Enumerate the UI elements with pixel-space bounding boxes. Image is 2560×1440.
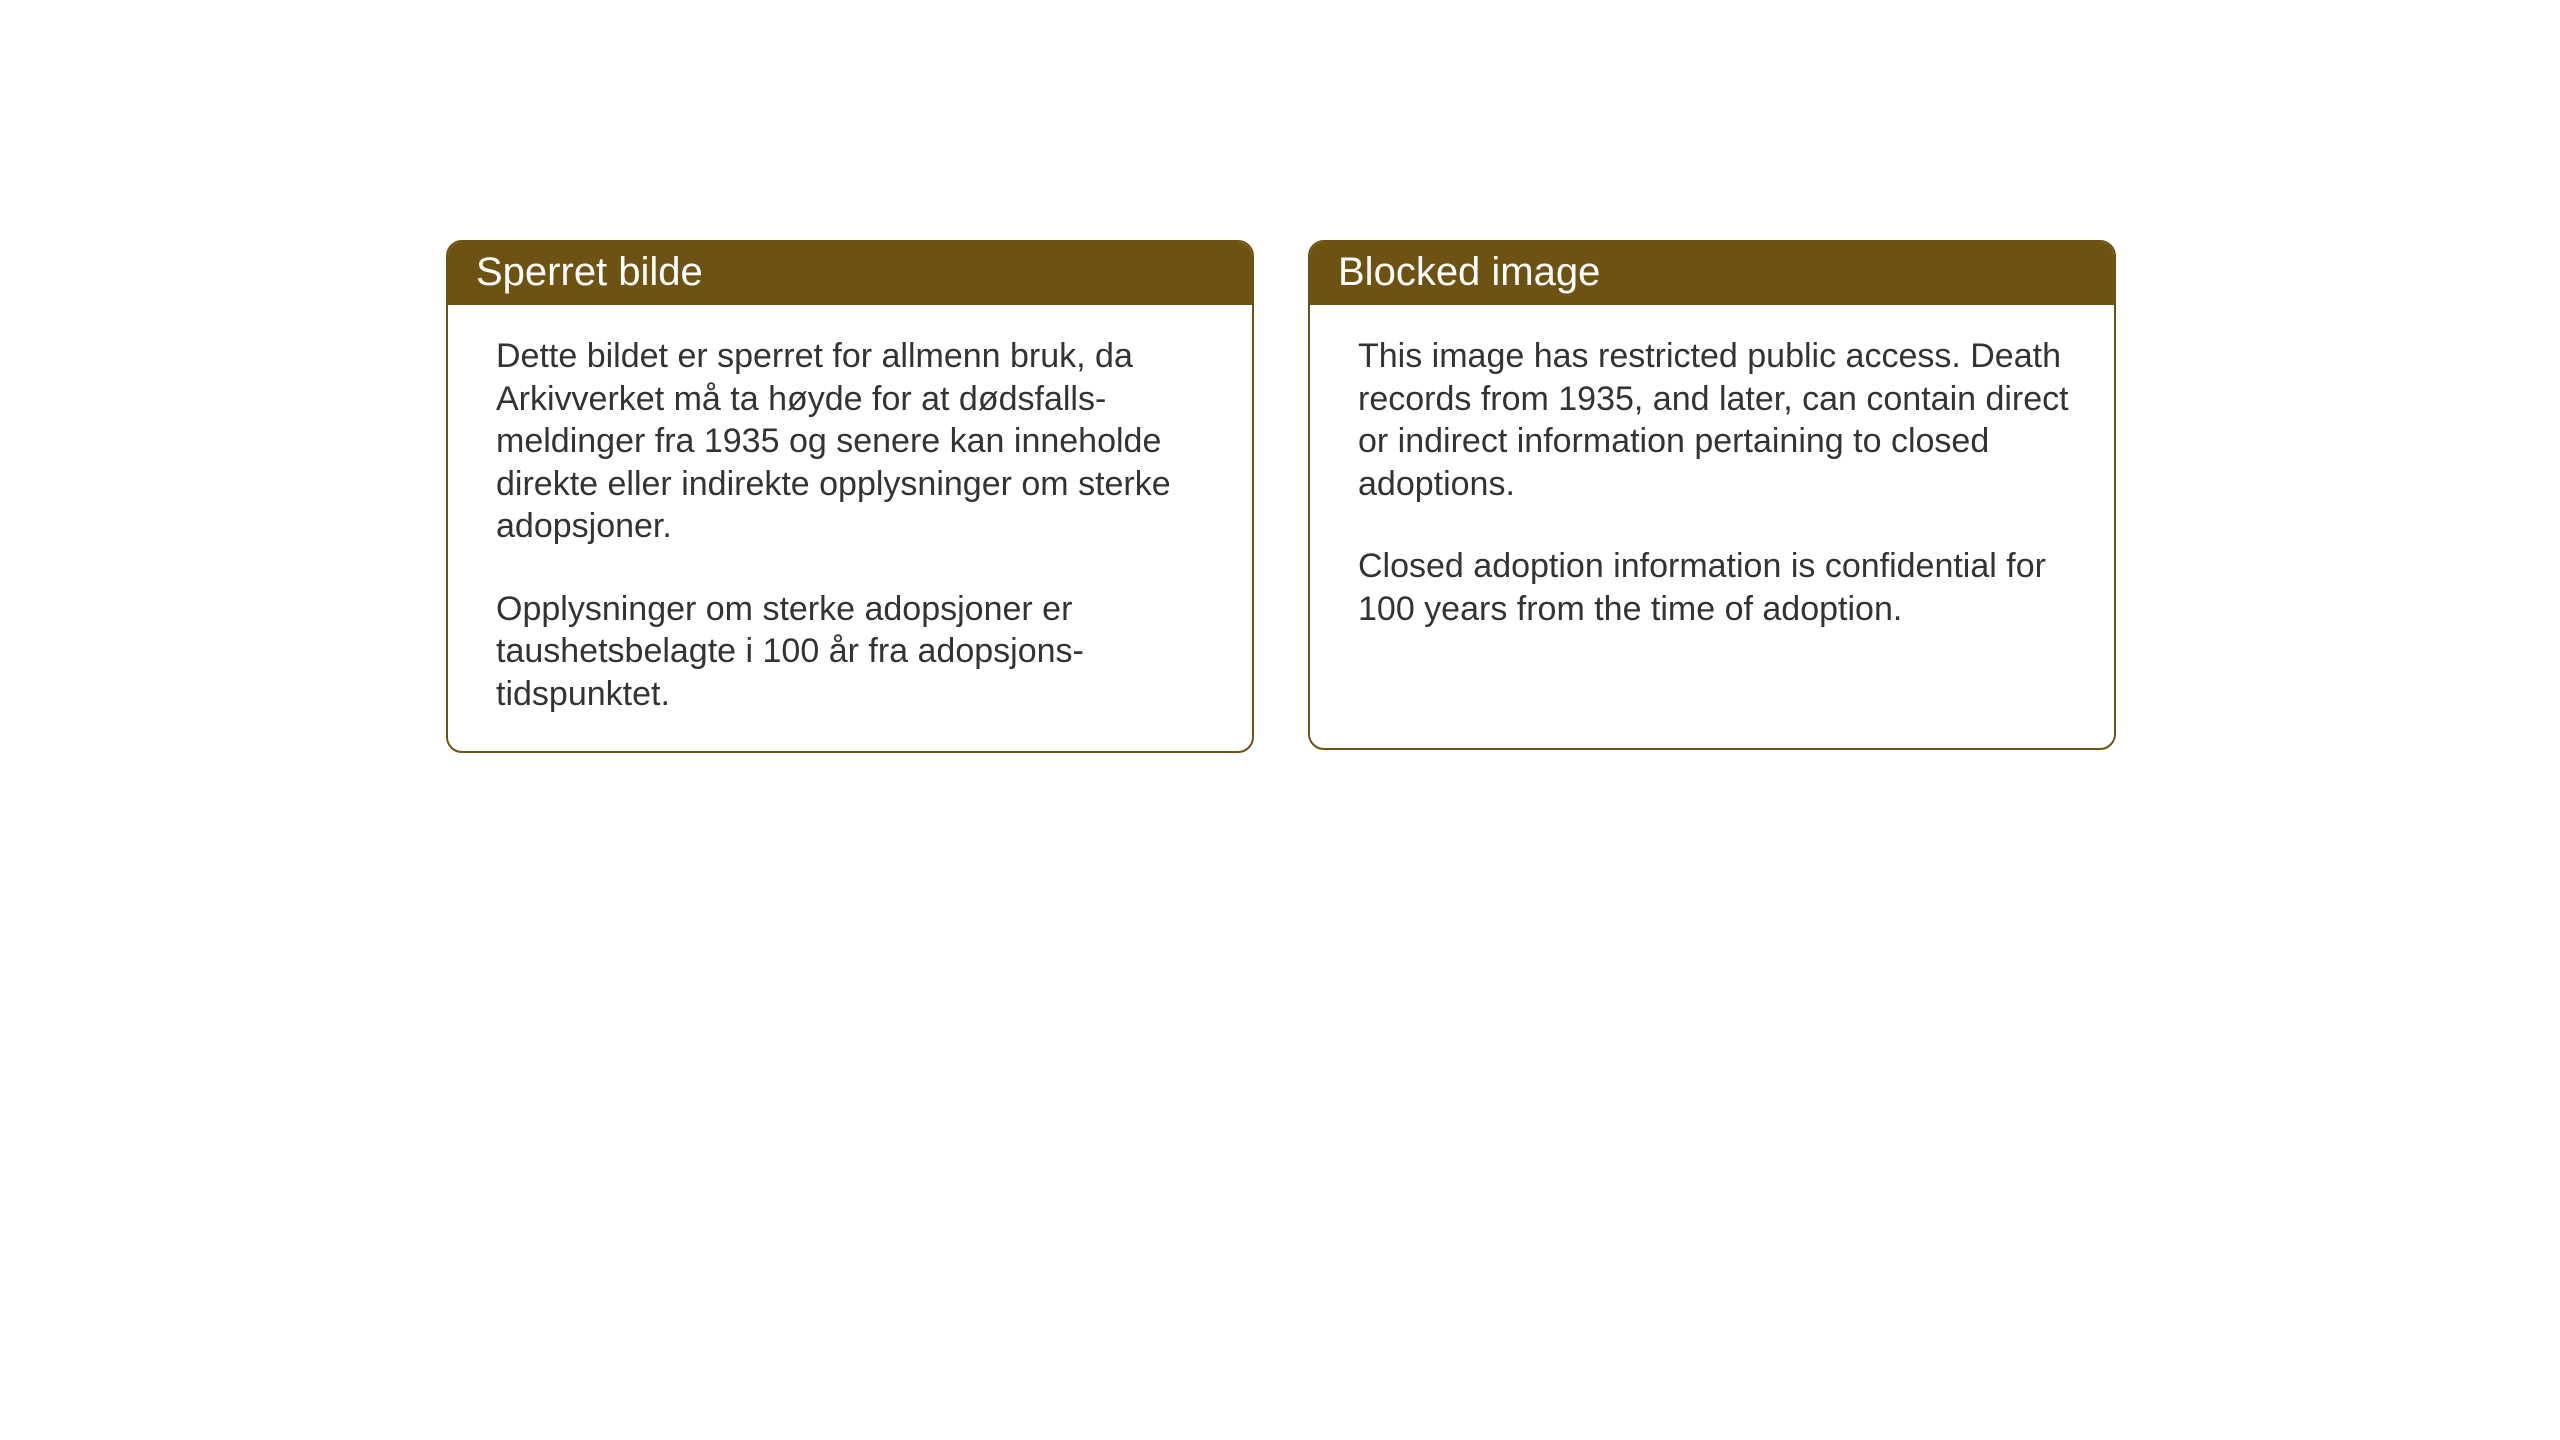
card-title-norwegian: Sperret bilde — [476, 250, 703, 294]
card-title-english: Blocked image — [1338, 250, 1600, 294]
card-paragraph-english-2: Closed adoption information is confident… — [1358, 545, 2074, 630]
card-paragraph-norwegian-2: Opplysninger om sterke adopsjoner er tau… — [496, 588, 1212, 716]
cards-container: Sperret bilde Dette bildet er sperret fo… — [446, 240, 2116, 753]
card-english: Blocked image This image has restricted … — [1308, 240, 2116, 750]
card-body-norwegian: Dette bildet er sperret for allmenn bruk… — [448, 305, 1252, 751]
card-norwegian: Sperret bilde Dette bildet er sperret fo… — [446, 240, 1254, 753]
card-paragraph-english-1: This image has restricted public access.… — [1358, 335, 2074, 505]
card-body-english: This image has restricted public access.… — [1310, 305, 2114, 666]
card-header-norwegian: Sperret bilde — [448, 242, 1252, 305]
card-header-english: Blocked image — [1310, 242, 2114, 305]
card-paragraph-norwegian-1: Dette bildet er sperret for allmenn bruk… — [496, 335, 1212, 548]
